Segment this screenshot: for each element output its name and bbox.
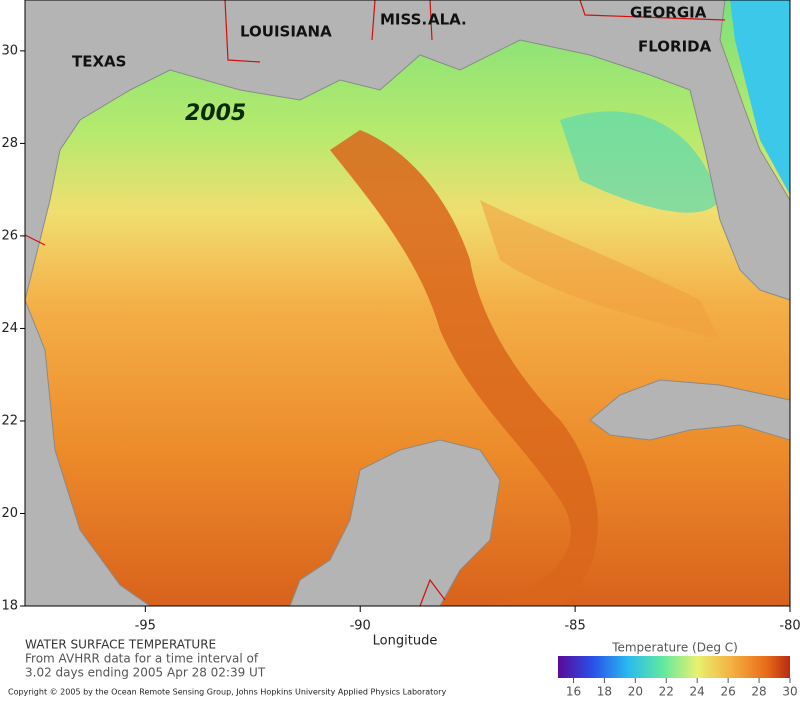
year-label: 2005	[185, 101, 246, 126]
caption-title: WATER SURFACE TEMPERATURE	[25, 638, 216, 652]
x-tick-label: -90	[350, 619, 371, 634]
y-tick-label: 22	[1, 413, 18, 428]
x-tick-label: -85	[564, 619, 585, 634]
warm-filament	[480, 200, 720, 340]
colorbar-tick-label: 30	[782, 685, 797, 699]
border	[579, 0, 726, 21]
land	[24, 0, 791, 607]
y-tick-label: 30	[1, 43, 18, 58]
state-label: FLORIDA	[638, 38, 712, 56]
state-label: LOUISIANA	[240, 23, 332, 41]
border	[371, 0, 376, 41]
state-label: GEORGIA	[630, 4, 707, 22]
border	[429, 0, 433, 41]
y-tick-label: 26	[1, 228, 18, 243]
y-tick-label: 28	[1, 136, 18, 151]
loop-current	[330, 130, 598, 606]
borders	[24, 0, 726, 607]
colorbar-ticks: 16 18 20 22 24 26 28 30	[566, 678, 798, 699]
us-coast	[24, 0, 791, 301]
x-tick-label: -80	[779, 619, 800, 634]
colorbar	[558, 656, 790, 678]
copyright: Copyright © 2005 by the Ocean Remote Sen…	[8, 688, 446, 697]
caption-line: 3.02 days ending 2005 Apr 28 02:39 UT	[25, 666, 266, 680]
border	[24, 234, 46, 246]
colorbar-tick-label: 18	[597, 685, 612, 699]
state-label: MISS.	[380, 11, 427, 29]
atlantic	[730, 0, 790, 195]
colorbar-tick-label: 26	[720, 685, 735, 699]
border	[224, 0, 261, 63]
y-tick-label: 24	[1, 321, 18, 336]
caption-line: From AVHRR data for a time interval of	[25, 652, 259, 666]
map-frame	[24, 0, 791, 607]
colorbar-tick-label: 28	[751, 685, 766, 699]
colorbar-tick-label: 16	[566, 685, 581, 699]
state-label: ALA.	[428, 11, 467, 29]
axes: -95 -90 -85 -80 18 20 22 24 26 28 30	[1, 43, 800, 633]
colorbar-title: Temperature (Deg C)	[611, 641, 738, 655]
x-axis-label: Longitude	[373, 634, 438, 649]
cool-shelf	[560, 111, 720, 213]
state-label: TEXAS	[72, 53, 126, 71]
border	[419, 578, 446, 607]
colorbar-tick-label: 22	[659, 685, 674, 699]
yucatan	[289, 439, 501, 607]
x-tick-label: -95	[135, 619, 156, 634]
y-tick-label: 18	[1, 599, 18, 614]
colorbar-tick-label: 24	[690, 685, 705, 699]
colorbar-tick-label: 20	[628, 685, 643, 699]
map-area: TEXAS LOUISIANA MISS. ALA. GEORGIA FLORI…	[24, 0, 791, 607]
y-tick-label: 20	[1, 506, 18, 521]
